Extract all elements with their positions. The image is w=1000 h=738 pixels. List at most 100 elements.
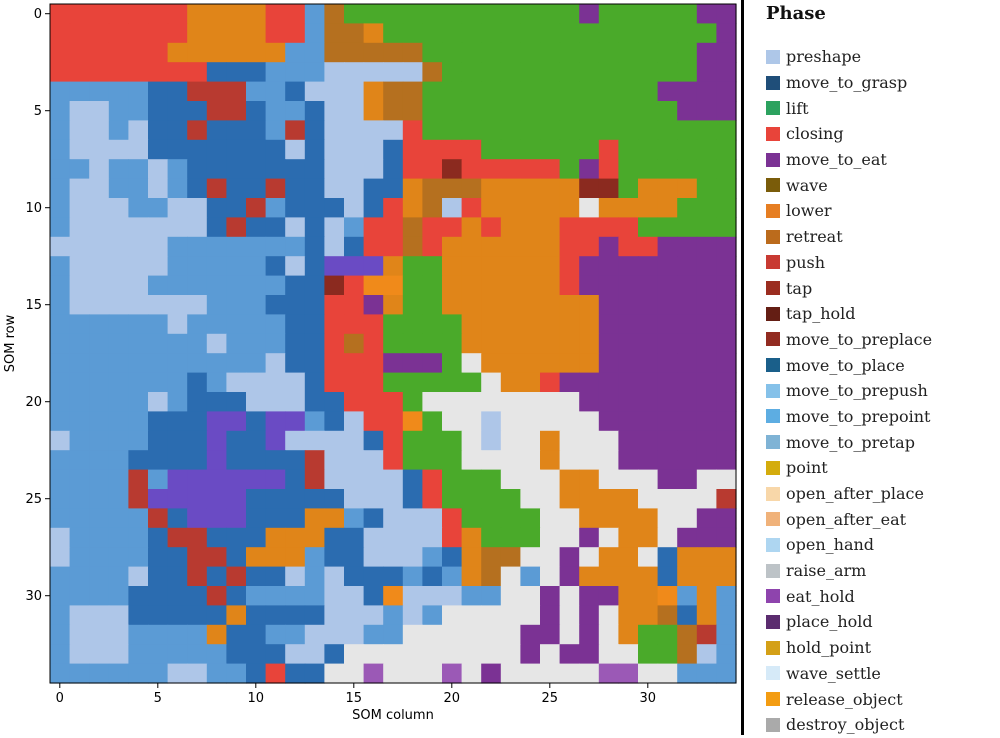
heatmap-cell xyxy=(481,217,502,238)
heatmap-cell xyxy=(520,644,541,665)
heatmap-cell xyxy=(69,62,90,83)
heatmap-cell xyxy=(128,411,149,432)
heatmap-cell xyxy=(442,178,463,199)
heatmap-cell xyxy=(579,644,600,665)
heatmap-cell xyxy=(540,644,561,665)
heatmap-cell xyxy=(383,353,404,374)
heatmap-cell xyxy=(226,586,247,606)
heatmap-cell xyxy=(167,508,188,529)
heatmap-cell xyxy=(285,450,306,471)
heatmap-cell xyxy=(422,23,443,44)
heatmap-cell xyxy=(265,275,286,296)
heatmap-cell xyxy=(363,547,384,568)
heatmap-cell xyxy=(89,489,110,509)
heatmap-cell xyxy=(226,23,247,44)
heatmap-cell xyxy=(579,624,600,645)
heatmap-cell xyxy=(226,527,247,548)
heatmap-cell xyxy=(383,62,404,83)
heatmap-cell xyxy=(461,586,482,606)
heatmap-cell xyxy=(598,644,619,665)
heatmap-cell xyxy=(108,217,129,238)
heatmap-cell xyxy=(422,663,443,684)
heatmap-cell xyxy=(677,139,698,160)
heatmap-cell xyxy=(383,159,404,180)
heatmap-cell xyxy=(128,450,149,471)
heatmap-cell xyxy=(540,527,561,548)
heatmap-cell xyxy=(402,489,423,509)
heatmap-cell xyxy=(598,663,619,684)
heatmap-cell xyxy=(481,392,502,412)
heatmap-cell xyxy=(461,450,482,471)
heatmap-cell xyxy=(500,62,521,83)
heatmap-cell xyxy=(304,42,325,63)
heatmap-cell xyxy=(559,333,580,354)
heatmap-cell xyxy=(598,139,619,160)
heatmap-cell xyxy=(304,217,325,238)
heatmap-cell xyxy=(265,663,286,684)
heatmap-cell xyxy=(696,663,717,684)
heatmap-cell xyxy=(500,547,521,568)
heatmap-cell xyxy=(265,101,286,121)
heatmap-cell xyxy=(187,605,208,626)
heatmap-cell xyxy=(618,159,639,180)
heatmap-cell xyxy=(187,217,208,238)
heatmap-cell xyxy=(246,372,267,393)
heatmap-cell xyxy=(128,469,149,490)
heatmap-cell xyxy=(579,605,600,626)
heatmap-cell xyxy=(304,527,325,548)
heatmap-cell xyxy=(226,198,247,218)
heatmap-cell xyxy=(422,566,443,587)
heatmap-cell xyxy=(442,256,463,277)
heatmap-cell xyxy=(677,159,698,180)
heatmap-cell xyxy=(677,508,698,529)
heatmap-cell xyxy=(461,333,482,354)
heatmap-cell xyxy=(540,159,561,180)
heatmap-cell xyxy=(89,605,110,626)
heatmap-cell xyxy=(265,178,286,199)
heatmap-cell xyxy=(500,372,521,393)
legend-swatch xyxy=(766,640,780,655)
heatmap-cell xyxy=(696,353,717,374)
heatmap-cell xyxy=(108,547,129,568)
heatmap-cell xyxy=(442,527,463,548)
heatmap-cell xyxy=(520,450,541,471)
heatmap-cell xyxy=(265,4,286,24)
heatmap-cell xyxy=(89,4,110,24)
heatmap-cell xyxy=(383,469,404,490)
heatmap-cell xyxy=(716,430,737,451)
heatmap-cell xyxy=(50,547,71,568)
heatmap-cell xyxy=(716,62,737,83)
heatmap-cell xyxy=(344,120,365,141)
legend-divider xyxy=(741,0,744,735)
heatmap-cell xyxy=(540,275,561,296)
heatmap-cell xyxy=(344,527,365,548)
heatmap-cell xyxy=(500,566,521,587)
heatmap-cell xyxy=(422,139,443,160)
heatmap-cell xyxy=(638,42,659,63)
heatmap-cell xyxy=(520,605,541,626)
heatmap-cell xyxy=(638,353,659,374)
heatmap-cell xyxy=(657,605,678,626)
heatmap-cell xyxy=(344,139,365,160)
heatmap-cell xyxy=(638,23,659,44)
heatmap-cell xyxy=(50,23,71,44)
heatmap-cell xyxy=(108,314,129,335)
heatmap-cell xyxy=(89,217,110,238)
heatmap-cell xyxy=(598,101,619,121)
heatmap-cell xyxy=(128,217,149,238)
heatmap-cell xyxy=(500,508,521,529)
heatmap-cell xyxy=(677,236,698,257)
heatmap-cell xyxy=(677,120,698,141)
heatmap-cell xyxy=(324,392,345,412)
heatmap-cell xyxy=(461,372,482,393)
heatmap-cell xyxy=(383,139,404,160)
heatmap-cell xyxy=(148,372,169,393)
heatmap-cell xyxy=(187,314,208,335)
y-tick-label: 30 xyxy=(25,589,42,604)
heatmap-cell xyxy=(128,295,149,315)
heatmap-cell xyxy=(677,547,698,568)
heatmap-cell xyxy=(285,624,306,645)
heatmap-cell xyxy=(69,159,90,180)
heatmap-cell xyxy=(69,353,90,374)
heatmap-cell xyxy=(402,566,423,587)
